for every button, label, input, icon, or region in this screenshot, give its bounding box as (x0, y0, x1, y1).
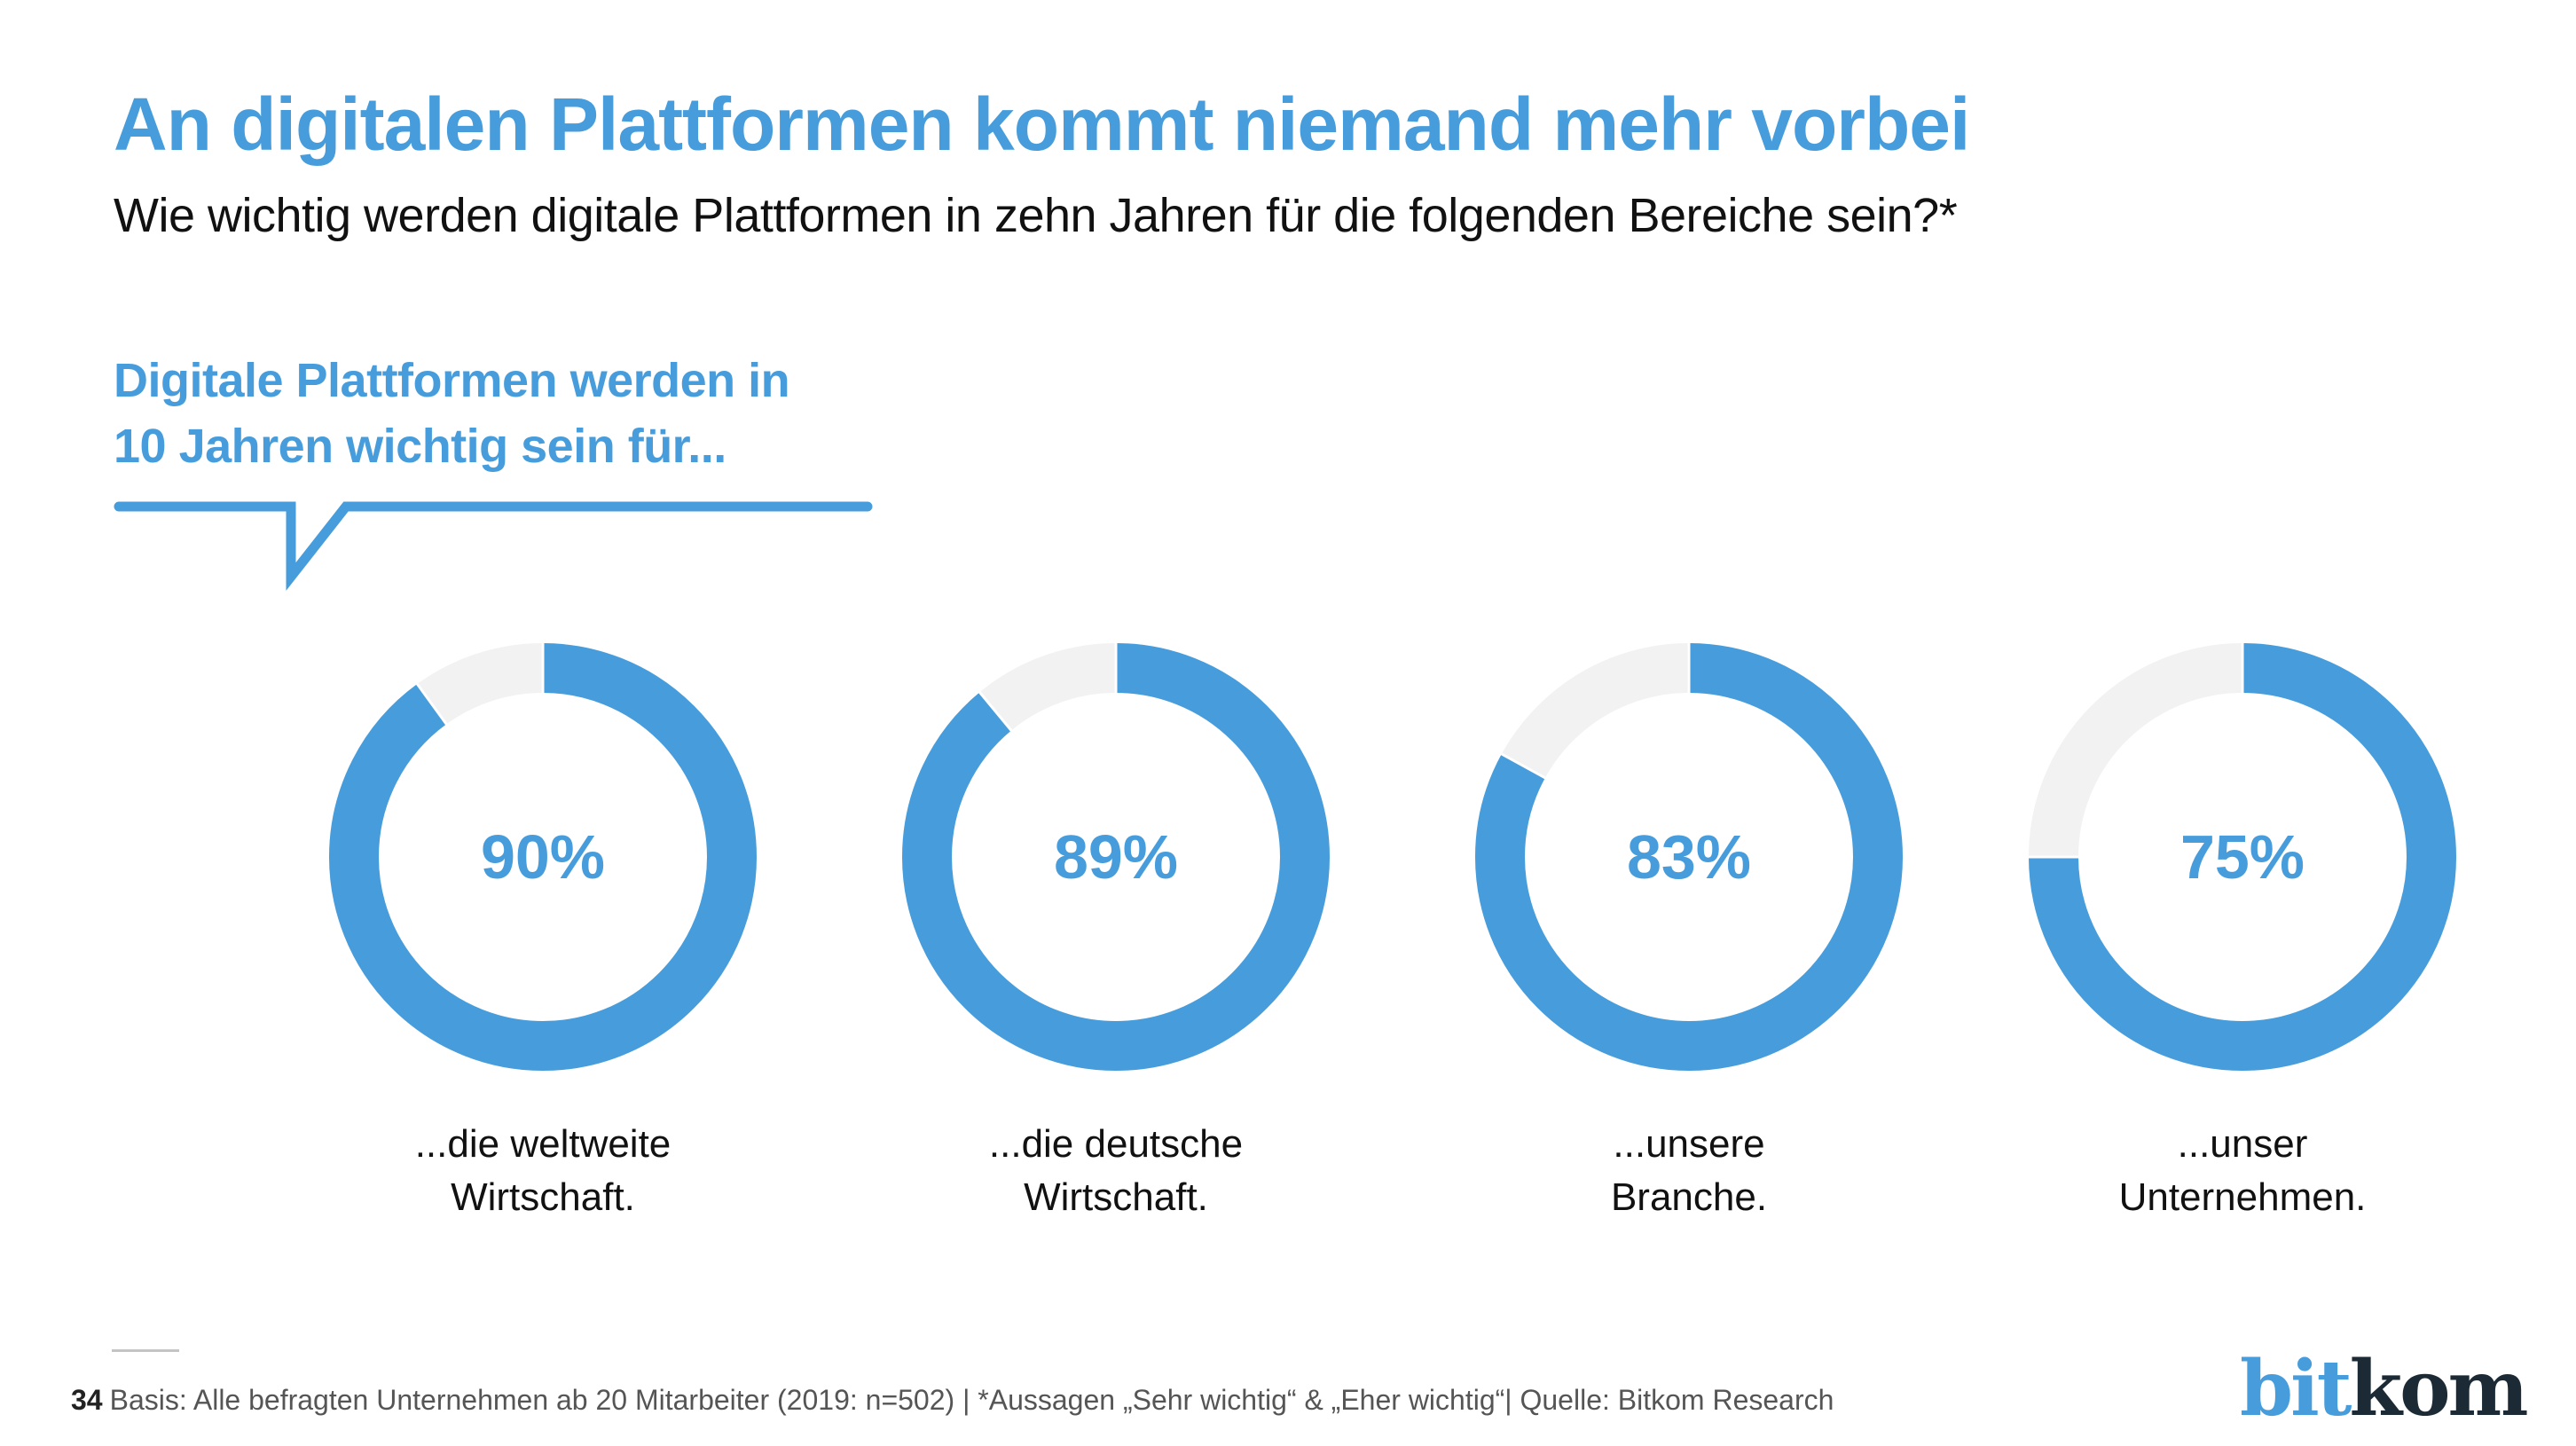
footer-divider (112, 1349, 179, 1352)
donut-value-label: 90% (481, 822, 605, 892)
callout-line (114, 501, 873, 591)
donut-3: 83% (1475, 641, 1903, 1071)
callout-heading: Digitale Plattformen werden in 10 Jahren… (114, 348, 790, 479)
category-label-line: Branche. (1610, 1175, 1768, 1219)
category-label: ...die weltweite Wirtschaft. (312, 1118, 774, 1224)
category-label: ...die deutsche Wirtschaft. (885, 1118, 1347, 1224)
donut-value-label: 83% (1627, 822, 1751, 892)
segment-separator (414, 681, 449, 727)
footer-note: 34 Basis: Alle befragten Unternehmen ab 2… (71, 1384, 1834, 1417)
logo-bit: bit (2240, 1344, 2352, 1434)
category-label-line: ...die weltweite (414, 1122, 671, 1166)
category-label-line: ...unser (2177, 1122, 2308, 1166)
page-number: 34 (71, 1384, 103, 1416)
category-label-line: ...die deutsche (988, 1122, 1244, 1166)
speech-bubble-pointer (114, 501, 873, 591)
category-label-line: Unternehmen. (2118, 1175, 2367, 1219)
donut-value-label: 89% (1054, 822, 1178, 892)
callout-line-1: Digitale Plattformen werden in (114, 354, 790, 407)
category-label-line: ...unsere (1613, 1122, 1765, 1166)
footer-source: Basis: Alle befragten Unternehmen ab 20 … (109, 1384, 1834, 1416)
segment-separator (1499, 751, 1548, 781)
donut-1: 90% (329, 641, 757, 1071)
category-label: ...unsere Branche. (1458, 1118, 1920, 1224)
segment-separator (977, 689, 1014, 733)
donut-4: 75% (2027, 641, 2456, 1071)
donut-2: 89% (902, 641, 1330, 1071)
category-label-line: Wirtschaft. (1024, 1175, 1208, 1219)
page-subtitle: Wie wichtig werden digitale Plattformen … (114, 189, 1958, 242)
bitkom-logo: bitkom (2240, 1344, 2529, 1434)
callout-line-2: 10 Jahren wichtig sein für... (114, 420, 726, 473)
category-label: ...unser Unternehmen. (2012, 1118, 2473, 1224)
page-title: An digitalen Plattformen kommt niemand m… (114, 83, 1970, 166)
category-label-line: Wirtschaft. (451, 1175, 635, 1219)
logo-kom: kom (2349, 1344, 2529, 1434)
donut-value-label: 75% (2180, 822, 2305, 892)
